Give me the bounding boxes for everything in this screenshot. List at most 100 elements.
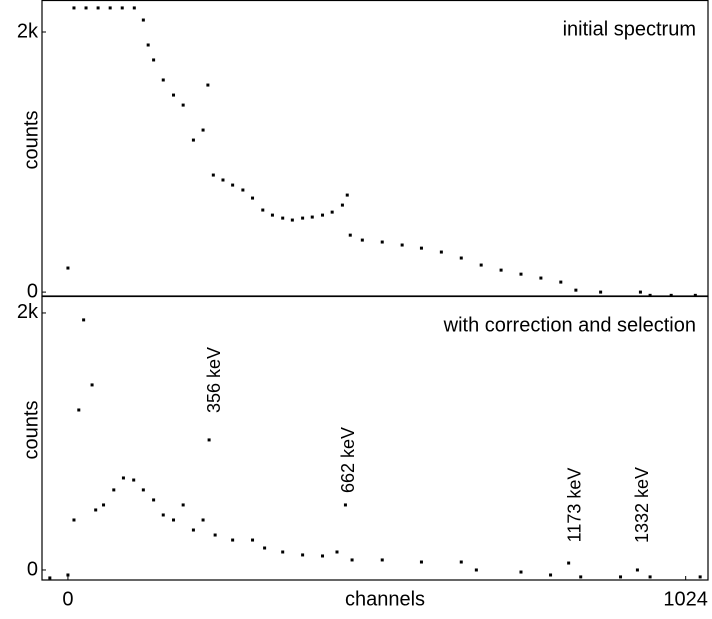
plot-frame [41, 0, 709, 297]
point [221, 178, 225, 182]
point [251, 538, 255, 542]
point [90, 383, 94, 387]
point [419, 246, 423, 250]
point [161, 513, 165, 517]
point [599, 290, 603, 294]
point [301, 553, 305, 557]
panel-title: initial spectrum [563, 18, 696, 40]
point [519, 272, 523, 276]
point [281, 550, 285, 554]
point [152, 498, 156, 502]
point [72, 6, 76, 10]
y-tick-label: 2k [17, 301, 39, 323]
point [161, 78, 165, 82]
point [343, 503, 347, 507]
point [348, 233, 352, 237]
point [261, 208, 265, 212]
point [474, 568, 478, 572]
point [108, 6, 112, 10]
point [84, 6, 88, 10]
point [181, 503, 185, 507]
point [380, 240, 384, 244]
y-tick-label: 0 [27, 558, 38, 580]
point [146, 43, 150, 47]
point [638, 290, 642, 294]
point [141, 18, 145, 22]
point [380, 558, 384, 562]
point [698, 575, 702, 579]
point [619, 575, 623, 579]
peak-annotation: 356 keV [204, 347, 224, 413]
point [152, 58, 156, 62]
point [693, 293, 697, 297]
point [579, 575, 583, 579]
point [77, 408, 81, 412]
point [335, 550, 339, 554]
x-axis-label: channels [345, 588, 425, 610]
point [559, 280, 563, 284]
point [263, 546, 267, 550]
point [350, 558, 354, 562]
point [301, 216, 305, 220]
point [648, 293, 652, 297]
point [635, 568, 639, 572]
y-tick-label: 2k [17, 20, 39, 42]
point [201, 518, 205, 522]
point [648, 575, 652, 579]
point [360, 238, 364, 242]
point [66, 573, 70, 577]
point [66, 266, 70, 270]
point [549, 573, 553, 577]
point [539, 276, 543, 280]
panel-title: with correction and selection [443, 314, 696, 336]
point [120, 6, 124, 10]
point [207, 438, 211, 442]
point [251, 196, 255, 200]
point [191, 528, 195, 532]
point [181, 103, 185, 107]
point [270, 213, 274, 217]
point [290, 218, 294, 222]
point [206, 83, 210, 87]
point [112, 488, 116, 492]
point [340, 203, 344, 207]
point [72, 518, 76, 522]
point [459, 560, 463, 564]
point [330, 210, 334, 214]
plot-frame [41, 295, 709, 581]
point [231, 538, 235, 542]
point [321, 213, 325, 217]
point [231, 183, 235, 187]
point [201, 128, 205, 132]
peak-annotation: 662 keV [338, 427, 358, 493]
point [439, 250, 443, 254]
point [241, 188, 245, 192]
point [102, 503, 106, 507]
point [459, 256, 463, 260]
point [121, 476, 125, 480]
point [321, 554, 325, 558]
point [345, 193, 349, 197]
point [419, 560, 423, 564]
point [479, 263, 483, 267]
x-tick-label: 0 [62, 588, 73, 610]
peak-annotation: 1332 keV [632, 467, 652, 543]
point [574, 288, 578, 292]
point [400, 243, 404, 247]
point [172, 518, 176, 522]
y-tick-label: 0 [27, 280, 38, 302]
peak-annotation: 1173 keV [565, 468, 585, 543]
point [213, 533, 217, 537]
x-tick-label: 1024 [663, 588, 708, 610]
point [519, 570, 523, 574]
point [82, 318, 86, 322]
point [172, 93, 176, 97]
point [669, 293, 673, 297]
point [132, 478, 136, 482]
point [499, 268, 503, 272]
point [96, 6, 100, 10]
point [211, 173, 215, 177]
point [132, 6, 136, 10]
point [281, 216, 285, 220]
